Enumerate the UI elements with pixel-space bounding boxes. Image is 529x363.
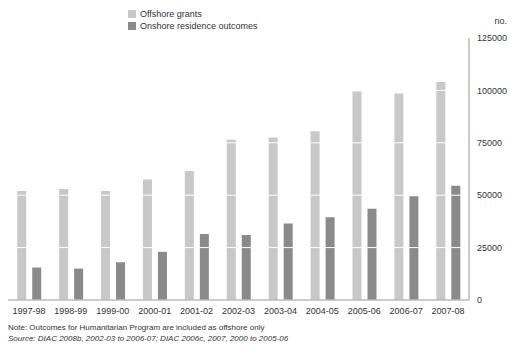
svg-text:0: 0 [477,295,482,305]
html-text:Source: DIAC 2008b, 2002-03 to: Source: DIAC 2008b, 2002-03 to 2006-07; … [8,334,289,343]
svg-text:2002-03: 2002-03 [222,306,255,316]
svg-text:2003-04: 2003-04 [264,306,297,316]
html-text:Onshore residence outcomes: Onshore residence outcomes [140,21,258,31]
svg-text:1999-00: 1999-00 [96,306,129,316]
html-text:Note: Outcomes for Humanitaria: Note: Outcomes for Humanitarian Program … [8,323,265,332]
svg-text:2000-01: 2000-01 [138,306,171,316]
svg-text:2004-05: 2004-05 [306,306,339,316]
svg-text:100000: 100000 [477,86,507,96]
svg-text:1998-99: 1998-99 [54,306,87,316]
svg-text:25000: 25000 [477,243,502,253]
svg-text:1997-98: 1997-98 [12,306,45,316]
svg-text:125000: 125000 [477,33,507,43]
svg-text:2001-02: 2001-02 [180,306,213,316]
svg-text:2006-07: 2006-07 [390,306,423,316]
html-text:no.: no. [494,16,507,26]
svg-text:2005-06: 2005-06 [348,306,381,316]
svg-text:2007-08: 2007-08 [432,306,465,316]
html-text:Offshore grants: Offshore grants [140,9,202,19]
svg-text:75000: 75000 [477,138,502,148]
svg-text:50000: 50000 [477,190,502,200]
